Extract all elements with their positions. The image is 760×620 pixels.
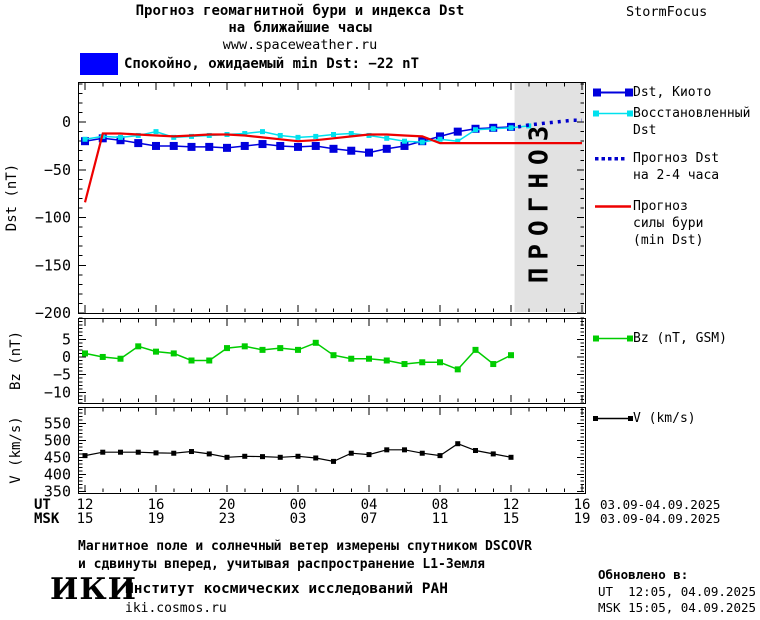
legend-item-3: Прогноз силы бури (min Dst) bbox=[593, 198, 703, 249]
dst-ytick-label: −100 bbox=[35, 209, 71, 227]
bz-ytick-label: 0 bbox=[62, 348, 71, 366]
bz-ytick-label: −10 bbox=[44, 383, 71, 401]
dst-series-3 bbox=[83, 132, 582, 203]
bz-axis-label: Bz (nT) bbox=[8, 331, 24, 390]
ut-hour-tick: 04 bbox=[360, 497, 378, 513]
legend-item-4: Bz (nT, GSM) bbox=[593, 330, 727, 347]
legend-item-1: Восстановленный Dst bbox=[593, 105, 750, 139]
date-range-msk: 03.09-04.09.2025 bbox=[600, 511, 721, 526]
legend-marker-dotted-icon bbox=[595, 157, 625, 161]
legend-item-0-label: Dst, Киото bbox=[633, 85, 712, 100]
legend-marker-squares-line-icon bbox=[593, 110, 633, 117]
title-block: Прогноз геомагнитной бури и индекса Dst … bbox=[60, 3, 540, 53]
msk-hour-tick: 07 bbox=[360, 511, 378, 527]
forecast-region bbox=[514, 83, 584, 312]
legend-item-4-label: Bz (nT, GSM) bbox=[633, 331, 727, 346]
legend-item-0: Dst, Киото bbox=[593, 84, 711, 101]
legend-marker-squares-line-icon bbox=[593, 335, 633, 342]
legend-marker-squares-line-icon bbox=[593, 416, 633, 421]
bz-ticks bbox=[79, 317, 584, 404]
updated-label: Обновлено в: bbox=[598, 567, 689, 582]
updated-msk: MSK 15:05, 04.09.2025 bbox=[598, 600, 757, 615]
v-ytick-label: 500 bbox=[44, 431, 71, 449]
legend-marker-squares-line-icon bbox=[593, 88, 633, 97]
brand-label: StormFocus bbox=[626, 4, 708, 20]
v-ticks bbox=[79, 408, 584, 492]
dst-frame bbox=[78, 82, 586, 314]
dst-ytick-label: −200 bbox=[35, 304, 71, 322]
msk-hour-tick: 03 bbox=[289, 511, 307, 527]
v-ytick-label: 450 bbox=[44, 448, 71, 466]
status-text: Спокойно, ожидаемый min Dst: −22 nT bbox=[124, 56, 420, 72]
msk-hour-tick: 23 bbox=[218, 511, 236, 527]
v-ytick-label: 350 bbox=[44, 482, 71, 500]
footnote-line2: и сдвинуты вперед, учитывая распростране… bbox=[78, 557, 485, 572]
msk-hour-tick: 19 bbox=[573, 511, 591, 527]
ut-hour-tick: 16 bbox=[147, 497, 165, 513]
bz-ytick-label: 5 bbox=[62, 330, 71, 348]
bz-ytick-label: −5 bbox=[53, 366, 71, 384]
dst-series-2 bbox=[517, 118, 582, 129]
quiet-level-swatch bbox=[80, 53, 118, 75]
dst-ytick-label: −150 bbox=[35, 256, 71, 274]
page-title: Прогноз геомагнитной бури и индекса Dst bbox=[135, 3, 465, 19]
ut-axis-label: UT bbox=[34, 497, 51, 513]
legend-item-1-label: Восстановленный Dst bbox=[633, 106, 751, 138]
site-url: www.spaceweather.ru bbox=[222, 37, 378, 53]
dst-series-1 bbox=[84, 125, 529, 143]
bz-series-0 bbox=[84, 341, 512, 371]
forecast-watermark: ПРОГНОЗ bbox=[525, 118, 555, 284]
v-frame bbox=[78, 407, 586, 494]
msk-hour-tick: 15 bbox=[502, 511, 520, 527]
dst-axis-label: Dst (nT) bbox=[4, 164, 20, 231]
ut-hour-tick: 12 bbox=[502, 497, 520, 513]
bz-markers-0 bbox=[82, 339, 514, 373]
ut-hour-tick: 12 bbox=[76, 497, 94, 513]
institute-name: Институт космических исследований РАН bbox=[125, 581, 449, 597]
legend-item-2: Прогноз Dst на 2-4 часа bbox=[593, 150, 719, 184]
dst-ytick-label: −50 bbox=[44, 161, 71, 179]
ut-hour-tick: 20 bbox=[218, 497, 236, 513]
legend: Dst, Киото Восстановленный Dst Прогноз Dst н… bbox=[593, 0, 759, 470]
msk-hour-tick: 11 bbox=[431, 511, 449, 527]
ut-hour-tick: 00 bbox=[289, 497, 307, 513]
bz-frame bbox=[78, 318, 586, 404]
iki-logo: ИКИ bbox=[50, 572, 137, 607]
v-ytick-label: 400 bbox=[44, 465, 71, 483]
legend-item-2-label: Прогноз Dst на 2-4 часа bbox=[633, 151, 720, 183]
msk-hour-tick: 19 bbox=[147, 511, 165, 527]
v-ytick-label: 550 bbox=[44, 414, 71, 432]
dst-ticks bbox=[79, 83, 584, 314]
legend-item-5: V (km/s) bbox=[593, 410, 696, 427]
v-markers-0 bbox=[82, 441, 514, 464]
panel-dst: ПРОГНОЗ 0 −50 −100 −150 −200 Dst (nT) bbox=[4, 82, 586, 322]
date-range-ut: 03.09-04.09.2025 bbox=[600, 497, 721, 512]
updated-ut: UT 12:05, 04.09.2025 bbox=[598, 584, 757, 599]
institute-site: iki.cosmos.ru bbox=[125, 601, 227, 616]
page-subtitle: на ближайшие часы bbox=[228, 20, 372, 36]
dst-ytick-label: 0 bbox=[62, 113, 71, 131]
legend-item-5-label: V (km/s) bbox=[633, 411, 696, 426]
x-axis-msk-row: MSK 03.09-04.09.2025 15 19 23 03 07 11 15 19 bbox=[0, 511, 760, 527]
ut-hour-tick: 16 bbox=[573, 497, 591, 513]
panel-bz: 50−5−10 Bz (nT) bbox=[8, 317, 586, 404]
msk-axis-label: MSK bbox=[34, 511, 60, 527]
footnote-line1: Магнитное поле и солнечный ветер измерен… bbox=[78, 539, 532, 554]
legend-item-3-label: Прогноз силы бури (min Dst) bbox=[633, 199, 704, 248]
ut-hour-tick: 08 bbox=[431, 497, 449, 513]
v-axis-label: V (km/s) bbox=[8, 416, 24, 483]
msk-hour-tick: 15 bbox=[76, 511, 94, 527]
legend-marker-line-icon bbox=[595, 205, 631, 208]
x-axis-ut-row: UT 03.09-04.09.2025 12 16 20 00 04 08 12 16 bbox=[0, 497, 760, 513]
